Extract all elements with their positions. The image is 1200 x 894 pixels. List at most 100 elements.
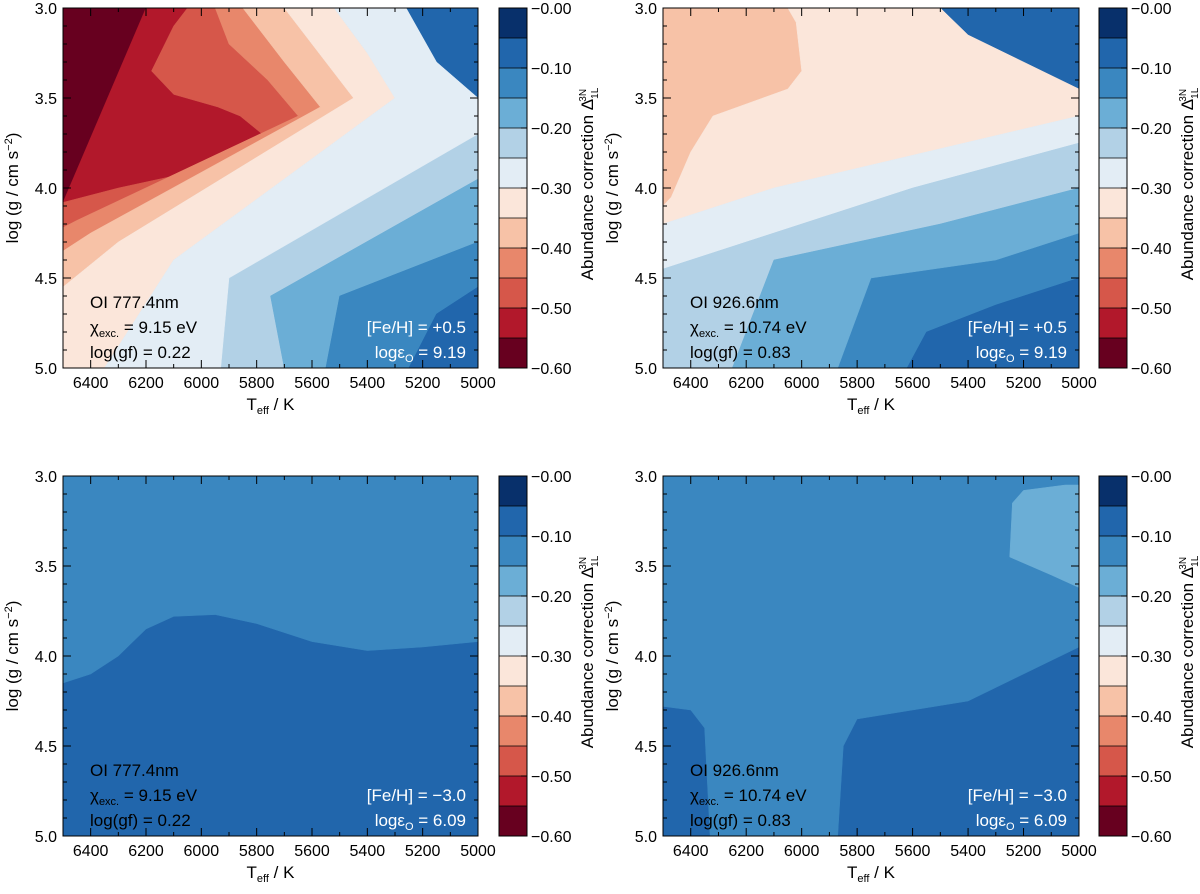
colorbar-segment [499, 626, 527, 657]
colorbar-label: Abundance correction Δ1L3N [578, 555, 601, 748]
y-tick-label: 5.0 [35, 361, 57, 378]
colorbar-tick-label: −0.60 [531, 829, 572, 846]
y-axis-label: log (g / cm s−2) [3, 601, 22, 712]
colorbar-label: Abundance correction Δ1L3N [1178, 87, 1200, 280]
y-tick-label: 4.5 [635, 739, 657, 756]
x-tick-label: 6000 [784, 375, 820, 392]
annotations: OI 926.6nm χexc. = 10.74 eV log(gf) = 0.83… [690, 761, 1067, 833]
x-tick-label: 5600 [895, 375, 931, 392]
colorbar-segment [499, 656, 527, 687]
colorbar-tick-label: −0.50 [531, 769, 572, 786]
colorbar-segment [499, 8, 527, 39]
colorbar: −0.00 −0.10 −0.20 −0.30 −0.40 −0.50 −0.60 Abund… [1098, 469, 1200, 846]
colorbar: −0.00 −0.10 −0.20 −0.30 −0.40 −0.50 −0.60 Abund… [1098, 1, 1200, 378]
colorbar-tick-label: −0.60 [1131, 361, 1172, 378]
chi-label: χexc. = 9.15 eV [90, 318, 198, 340]
y-axis: 3.0 3.5 4.0 4.5 5.0 log (g / cm s−2) [603, 1, 1079, 378]
feh-label: [Fe/H] = −3.0 [968, 786, 1067, 805]
annotations: OI 777.4nm χexc. = 9.15 eV log(gf) = 0.22 [… [90, 293, 466, 365]
contour-band-base-1 [270, 178, 478, 368]
colorbar-tick-label: −0.10 [531, 529, 572, 546]
colorbar-segment [1099, 566, 1127, 597]
line-label: OI 777.4nm [90, 293, 179, 312]
y-tick-label: 5.0 [635, 361, 657, 378]
x-axis: 6400 6200 6000 5800 5600 5400 5200 5000 Teff / K [62, 8, 496, 417]
logeps-label: logεO = 6.09 [375, 811, 466, 833]
y-axis-label: log (g / cm s−2) [603, 601, 622, 712]
colorbar-segment [499, 68, 527, 99]
logeps-label: logεO = 9.19 [976, 343, 1067, 365]
y-tick-label: 3.5 [635, 559, 657, 576]
x-tick-label: 6200 [128, 843, 164, 860]
x-tick-label: 5800 [839, 375, 875, 392]
y-tick-label: 3.0 [35, 469, 57, 486]
colorbar: −0.00 −0.10 −0.20 −0.30 −0.40 −0.50 −0.60 Abund… [498, 1, 601, 378]
loggf-label: log(gf) = 0.83 [690, 811, 791, 830]
colorbar-label: Abundance correction Δ1L3N [578, 87, 601, 280]
x-tick-label: 5800 [839, 843, 875, 860]
colorbar-segment [1099, 656, 1127, 687]
x-tick-label: 5200 [1006, 375, 1042, 392]
colorbar-segment [499, 686, 527, 717]
colorbar-segment [1099, 8, 1127, 39]
colorbar-segment [1099, 476, 1127, 507]
x-tick-label: 5400 [950, 375, 986, 392]
y-axis-label: log (g / cm s−2) [3, 133, 22, 244]
colorbar-tick-label: −0.40 [1131, 241, 1172, 258]
panel-3: 6400 6200 6000 5800 5600 5400 5200 5000 Teff / K… [3, 469, 601, 885]
x-tick-label: 5400 [350, 375, 386, 392]
x-tick-label: 6400 [673, 375, 709, 392]
colorbar-tick-label: −0.30 [531, 649, 572, 666]
chi-label: χexc. = 10.74 eV [690, 318, 807, 340]
colorbar-segment [1099, 188, 1127, 219]
colorbar-segment [1099, 308, 1127, 339]
x-tick-label: 6400 [73, 375, 109, 392]
colorbar-tick-label: −0.10 [531, 61, 572, 78]
colorbar-segment [499, 248, 527, 279]
colorbar: −0.00 −0.10 −0.20 −0.30 −0.40 −0.50 −0.60 Abund… [498, 469, 601, 846]
colorbar-segment [1099, 746, 1127, 777]
x-tick-label: 5800 [239, 843, 275, 860]
line-label: OI 926.6nm [690, 761, 779, 780]
contour-area [663, 476, 1079, 836]
panel-1: 6400 6200 6000 5800 5600 5400 5200 5000 Teff / K… [3, 1, 601, 417]
colorbar-segment [499, 98, 527, 129]
y-tick-label: 4.0 [635, 181, 657, 198]
y-tick-label: 5.0 [635, 829, 657, 846]
x-axis: 6400 6200 6000 5800 5600 5400 5200 5000 Teff / K [62, 476, 496, 885]
colorbar-tick-label: −0.00 [1131, 469, 1172, 486]
colorbar-segment [1099, 338, 1127, 369]
colorbar-segment [499, 746, 527, 777]
colorbar-segment [499, 218, 527, 249]
x-tick-label: 5000 [1061, 843, 1097, 860]
colorbar-segment [499, 506, 527, 537]
chi-label: χexc. = 9.15 eV [90, 786, 198, 808]
line-label: OI 777.4nm [90, 761, 179, 780]
y-tick-label: 4.0 [35, 181, 57, 198]
colorbar-segment [1099, 98, 1127, 129]
colorbar-tick-label: −0.10 [1131, 529, 1172, 546]
y-tick-label: 3.0 [635, 469, 657, 486]
contour-band-2 [663, 115, 1079, 270]
contour-band-6 [104, 8, 478, 368]
colorbar-segment [1099, 506, 1127, 537]
contour-band-base-1 [906, 277, 1079, 368]
colorbar-segment [1099, 248, 1127, 279]
colorbar-segment [499, 188, 527, 219]
colorbar-segment [1099, 626, 1127, 657]
x-axis-label: Teff / K [247, 395, 296, 417]
loggf-label: log(gf) = 0.22 [90, 811, 191, 830]
x-tick-label: 6000 [184, 375, 220, 392]
colorbar-tick-label: −0.00 [531, 469, 572, 486]
colorbar-tick-label: −0.30 [531, 181, 572, 198]
colorbar-segment [499, 716, 527, 747]
colorbar-tick-label: −0.40 [531, 709, 572, 726]
colorbar-tick-label: −0.50 [1131, 301, 1172, 318]
x-tick-label: 5400 [350, 843, 386, 860]
line-label: OI 926.6nm [690, 293, 779, 312]
colorbar-tick-label: −0.60 [531, 361, 572, 378]
x-tick-label: 5000 [460, 375, 496, 392]
colorbar-segment [1099, 218, 1127, 249]
colorbar-segment [499, 128, 527, 159]
panel-4: 6400 6200 6000 5800 5600 5400 5200 5000 Teff / K… [603, 469, 1200, 885]
